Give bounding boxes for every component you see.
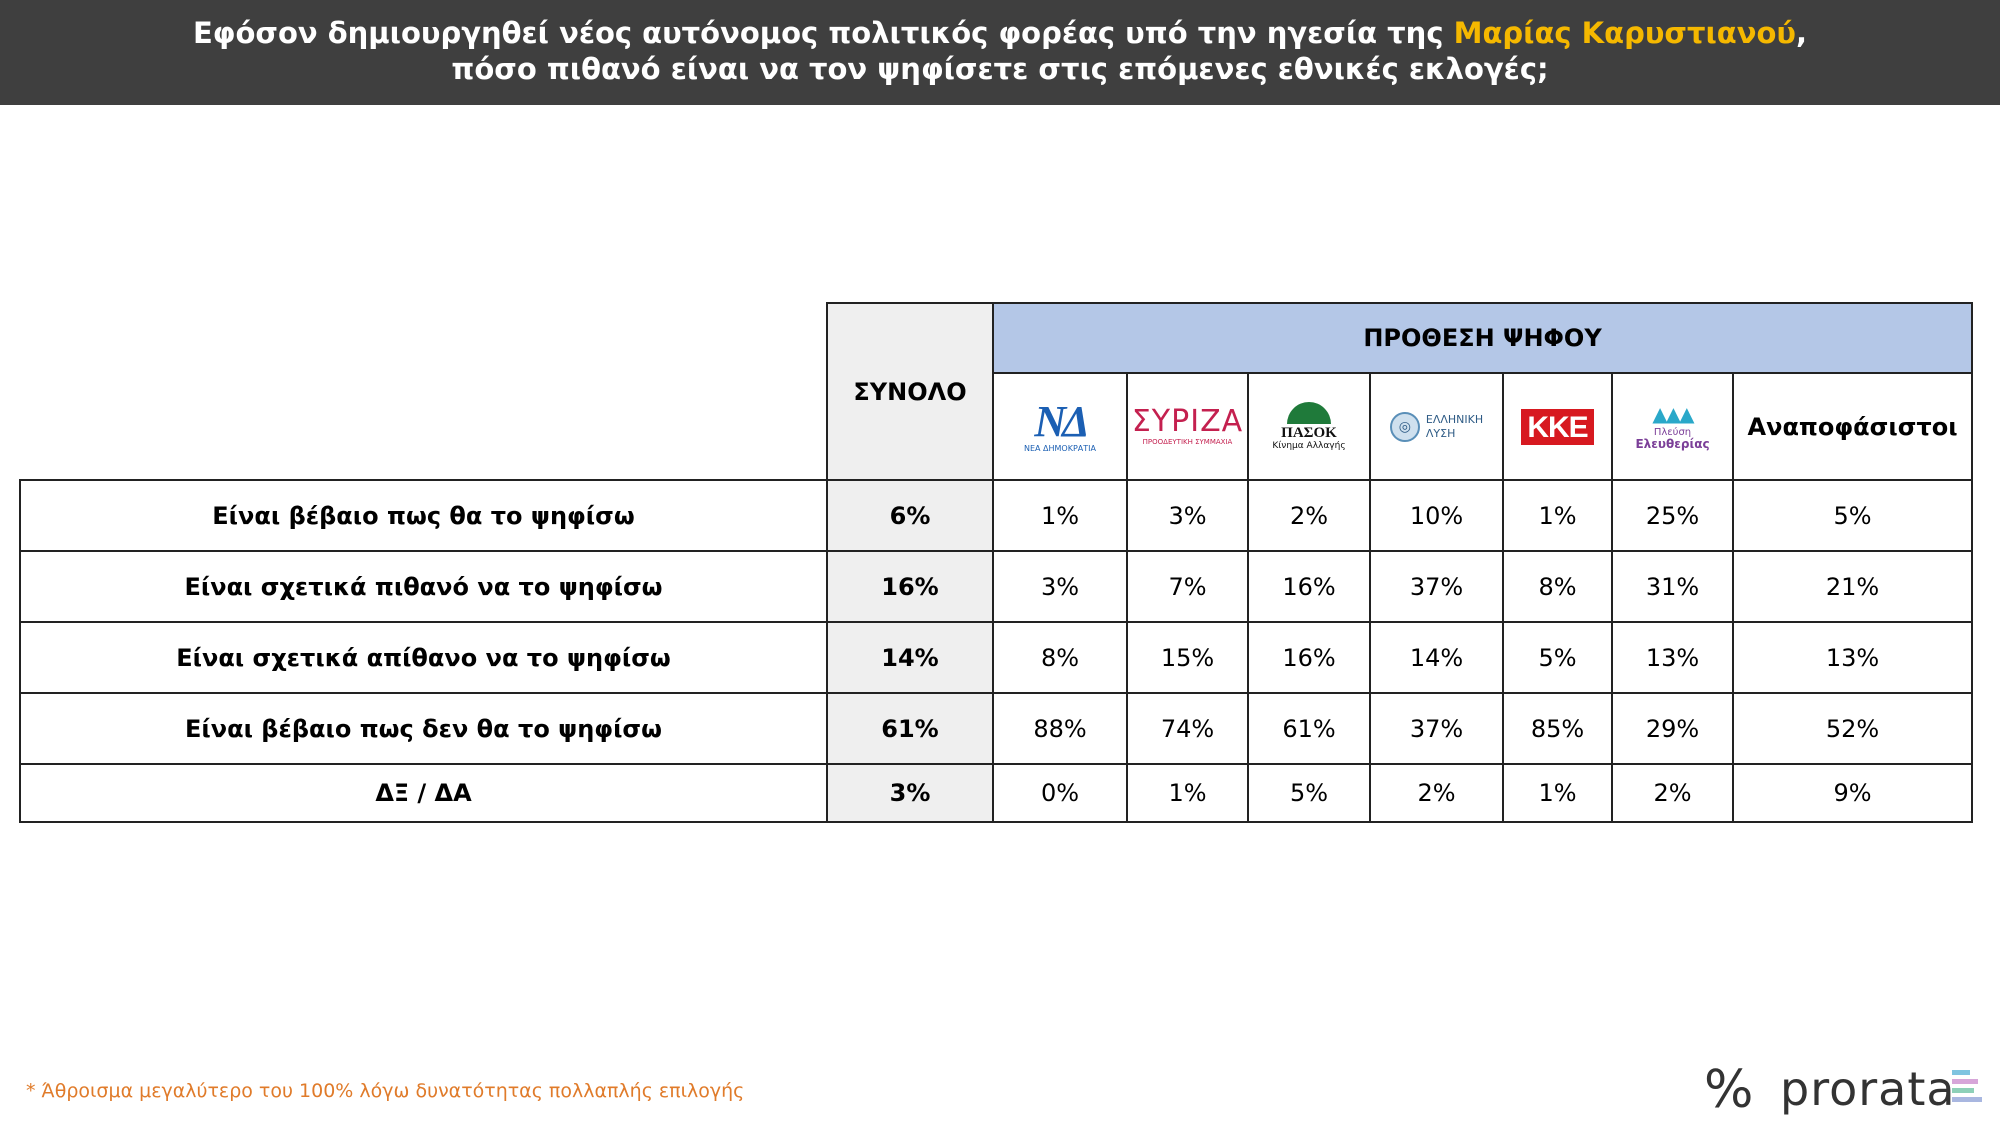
kke-cell: 1% <box>1502 763 1613 823</box>
row-label: Είναι σχετικά απίθανο να το ψηφίσω <box>19 621 828 694</box>
undecided-cell: 52% <box>1731 692 1974 765</box>
nd-logo-cell: ΝΔ ΝΕΑ ΔΗΜΟΚΡΑΤΙΑ <box>992 372 1128 481</box>
vote-intention-header: ΠΡΟΘΕΣΗ ΨΗΦΟΥ <box>991 302 1974 374</box>
pasok-logo: ΠΑΣΟΚ Κίνημα Αλλαγής <box>1249 402 1369 451</box>
kke-logo: ΚΚΕ <box>1504 408 1611 445</box>
row-label: ΔΞ / ΔΑ <box>19 763 828 823</box>
pasok-cell: 16% <box>1247 621 1371 694</box>
brand-name: prorata <box>1780 1062 1956 1116</box>
nd-cell: 0% <box>992 763 1128 823</box>
corner-blank <box>20 303 827 480</box>
title-highlight-name: Μαρίας Καρυστιανού <box>1453 16 1796 50</box>
total-cell: 16% <box>826 550 994 623</box>
pasok-cell: 61% <box>1247 692 1371 765</box>
table-row: Είναι σχετικά απίθανο να το ψηφίσω 14% 8… <box>19 621 1974 694</box>
nd-cell: 3% <box>992 550 1128 623</box>
plefsi-logo-cell: ▲▲▲ Πλεύση Ελευθερίας <box>1611 372 1734 481</box>
total-cell: 14% <box>826 621 994 694</box>
elliniki-lysi-cell: 2% <box>1369 763 1504 823</box>
nd-cell: 1% <box>992 479 1128 552</box>
elliniki-lysi-logo: ◎ ΕΛΛΗΝΙΚΗ ΛΥΣΗ <box>1371 411 1502 442</box>
syriza-cell: 15% <box>1126 621 1249 694</box>
kke-cell: 8% <box>1502 550 1613 623</box>
plefsi-cell: 29% <box>1611 692 1734 765</box>
prorata-logo: % prorata <box>1700 1058 1990 1120</box>
row-label: Είναι βέβαιο πως δεν θα το ψηφίσω <box>19 692 828 765</box>
percent-icon: % <box>1704 1060 1754 1120</box>
pasok-cell: 5% <box>1247 763 1371 823</box>
total-cell: 3% <box>826 763 994 823</box>
pasok-cell: 16% <box>1247 550 1371 623</box>
brand-bars-icon <box>1952 1070 1982 1106</box>
ship-icon: ▲▲▲ <box>1652 401 1694 426</box>
title-suffix: , <box>1796 16 1808 50</box>
syriza-logo: ΣΥΡΙΖΑ ΠΡΟΟΔΕΥΤΙΚΗ ΣΥΜΜΑΧΙΑ <box>1131 404 1244 446</box>
elliniki-lysi-emblem-icon: ◎ <box>1389 411 1420 442</box>
undecided-cell: 21% <box>1731 550 1974 623</box>
pasok-logo-cell: ΠΑΣΟΚ Κίνημα Αλλαγής <box>1247 372 1371 481</box>
title-banner: Εφόσον δημιουργηθεί νέος αυτόνομος πολιτ… <box>0 0 2000 105</box>
nd-logo: ΝΔ ΝΕΑ ΔΗΜΟΚΡΑΤΙΑ <box>1023 397 1096 453</box>
table-row: Είναι βέβαιο πως δεν θα το ψηφίσω 61% 88… <box>19 692 1974 765</box>
syriza-cell: 74% <box>1126 692 1249 765</box>
undecided-cell: 13% <box>1731 621 1974 694</box>
title-prefix: Εφόσον δημιουργηθεί νέος αυτόνομος πολιτ… <box>192 16 1454 50</box>
kke-logo-cell: ΚΚΕ <box>1502 372 1613 481</box>
row-label: Είναι βέβαιο πως θα το ψηφίσω <box>19 479 828 552</box>
plefsi-logo: ▲▲▲ Πλεύση Ελευθερίας <box>1635 401 1710 451</box>
nd-cell: 88% <box>992 692 1128 765</box>
total-cell: 61% <box>826 692 994 765</box>
plefsi-cell: 31% <box>1611 550 1734 623</box>
title-line-2: πόσο πιθανό είναι να τον ψηφίσετε στις ε… <box>451 52 1549 86</box>
table-row: Είναι σχετικά πιθανό να το ψηφίσω 16% 3%… <box>19 550 1974 623</box>
syriza-cell: 3% <box>1126 479 1249 552</box>
title-line-1: Εφόσον δημιουργηθεί νέος αυτόνομος πολιτ… <box>0 16 2000 50</box>
elliniki-lysi-logo-cell: ◎ ΕΛΛΗΝΙΚΗ ΛΥΣΗ <box>1369 372 1504 481</box>
pasok-sun-icon <box>1287 402 1331 424</box>
nd-cell: 8% <box>992 621 1128 694</box>
row-label: Είναι σχετικά πιθανό να το ψηφίσω <box>19 550 828 623</box>
results-table: ΣΥΝΟΛΟ ΠΡΟΘΕΣΗ ΨΗΦΟΥ ΝΔ ΝΕΑ ΔΗΜΟΚΡΑΤΙΑ Σ… <box>19 302 1974 823</box>
undecided-cell: 5% <box>1731 479 1974 552</box>
kke-cell: 85% <box>1502 692 1613 765</box>
undecided-column-header: Αναποφάσιστοι <box>1731 372 1974 481</box>
plefsi-cell: 13% <box>1611 621 1734 694</box>
undecided-cell: 9% <box>1731 763 1974 823</box>
footnote: * Άθροισμα μεγαλύτερο του 100% λόγω δυνα… <box>26 1080 745 1102</box>
syriza-logo-cell: ΣΥΡΙΖΑ ΠΡΟΟΔΕΥΤΙΚΗ ΣΥΜΜΑΧΙΑ <box>1126 372 1249 481</box>
elliniki-lysi-cell: 37% <box>1369 692 1504 765</box>
pasok-cell: 2% <box>1247 479 1371 552</box>
total-column-header: ΣΥΝΟΛΟ <box>826 302 994 481</box>
plefsi-cell: 25% <box>1611 479 1734 552</box>
elliniki-lysi-cell: 14% <box>1369 621 1504 694</box>
kke-cell: 5% <box>1502 621 1613 694</box>
table-row: Είναι βέβαιο πως θα το ψηφίσω 6% 1% 3% 2… <box>19 479 1974 552</box>
plefsi-cell: 2% <box>1611 763 1734 823</box>
kke-cell: 1% <box>1502 479 1613 552</box>
syriza-cell: 7% <box>1126 550 1249 623</box>
syriza-cell: 1% <box>1126 763 1249 823</box>
elliniki-lysi-cell: 10% <box>1369 479 1504 552</box>
table-row: ΔΞ / ΔΑ 3% 0% 1% 5% 2% 1% 2% 9% <box>19 763 1974 823</box>
elliniki-lysi-cell: 37% <box>1369 550 1504 623</box>
total-cell: 6% <box>826 479 994 552</box>
